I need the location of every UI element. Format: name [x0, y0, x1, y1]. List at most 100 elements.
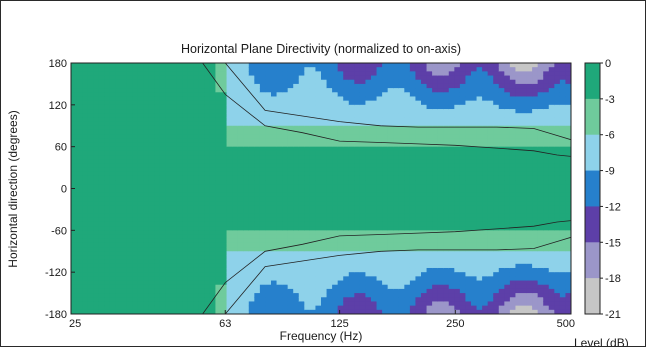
heatmap-cell — [226, 67, 233, 72]
heatmap-cell — [115, 117, 122, 123]
heatmap-cell — [87, 280, 94, 286]
heatmap-cell — [243, 259, 250, 265]
heatmap-cell — [254, 104, 261, 110]
heatmap-cell — [176, 88, 183, 93]
heatmap-cell — [209, 251, 217, 257]
heatmap-cell — [104, 217, 111, 223]
heatmap-cell — [482, 109, 489, 114]
heatmap-cell — [482, 167, 489, 173]
heatmap-cell — [498, 79, 505, 85]
heatmap-cell — [426, 205, 433, 211]
heatmap-cell — [159, 276, 167, 282]
heatmap-cell — [165, 104, 172, 110]
heatmap-cell — [387, 255, 394, 261]
heatmap-cell — [226, 71, 233, 77]
heatmap-cell — [526, 67, 533, 72]
heatmap-cell — [309, 276, 317, 282]
heatmap-cell — [504, 221, 511, 227]
heatmap-cell — [371, 167, 378, 173]
heatmap-cell — [304, 155, 311, 160]
heatmap-cell — [371, 113, 378, 118]
heatmap-cell — [326, 267, 333, 273]
heatmap-cell — [448, 113, 455, 118]
heatmap-cell — [343, 150, 350, 156]
heatmap-cell — [165, 92, 172, 98]
heatmap-cell — [282, 155, 289, 160]
heatmap-cell — [398, 213, 405, 219]
heatmap-cell — [204, 242, 211, 248]
heatmap-cell — [182, 159, 189, 164]
heatmap-cell — [198, 79, 205, 85]
heatmap-cell — [115, 272, 122, 277]
heatmap-cell — [337, 159, 344, 164]
heatmap-cell — [276, 150, 283, 156]
heatmap-cell — [409, 234, 417, 240]
heatmap-cell — [393, 134, 400, 139]
heatmap-cell — [143, 134, 150, 139]
heatmap-cell — [259, 142, 267, 148]
heatmap-cell — [321, 226, 328, 231]
heatmap-cell — [465, 129, 472, 135]
heatmap-cell — [409, 184, 417, 190]
heatmap-cell — [176, 142, 183, 148]
heatmap-cell — [137, 159, 144, 164]
heatmap-cell — [309, 309, 317, 314]
heatmap-cell — [265, 213, 272, 219]
heatmap-cell — [71, 259, 78, 265]
heatmap-cell — [371, 251, 378, 257]
heatmap-cell — [371, 155, 378, 160]
heatmap-cell — [176, 255, 183, 261]
heatmap-cell — [148, 75, 155, 81]
heatmap-cell — [104, 201, 111, 206]
heatmap-cell — [426, 247, 433, 252]
heatmap-cell — [215, 213, 222, 219]
heatmap-cell — [237, 134, 244, 139]
heatmap-cell — [465, 150, 472, 156]
heatmap-cell — [482, 155, 489, 160]
heatmap-cell — [126, 188, 133, 194]
heatmap-cell — [132, 293, 139, 298]
heatmap-cell — [365, 88, 372, 93]
heatmap-cell — [137, 293, 144, 298]
heatmap-cell — [221, 109, 228, 114]
heatmap-cell — [443, 209, 450, 215]
heatmap-cell — [382, 75, 389, 81]
heatmap-cell — [148, 242, 155, 248]
heatmap-cell — [243, 150, 250, 156]
heatmap-cell — [271, 88, 278, 93]
heatmap-cell — [459, 238, 467, 244]
heatmap-cell — [387, 184, 394, 190]
heatmap-cell — [259, 88, 267, 93]
heatmap-cell — [287, 288, 294, 294]
heatmap-cell — [437, 251, 444, 257]
heatmap-cell — [259, 247, 267, 252]
heatmap-cell — [348, 263, 355, 269]
heatmap-cell — [359, 71, 367, 77]
heatmap-cell — [415, 63, 422, 68]
heatmap-cell — [221, 129, 228, 135]
heatmap-cell — [132, 284, 139, 290]
heatmap-cell — [93, 209, 100, 215]
heatmap-cell — [298, 163, 305, 169]
heatmap-cell — [165, 134, 172, 139]
heatmap-cell — [337, 263, 344, 269]
heatmap-cell — [121, 242, 128, 248]
heatmap-cell — [332, 159, 339, 164]
heatmap-cell — [287, 267, 294, 273]
heatmap-cell — [493, 138, 500, 144]
heatmap-cell — [509, 63, 517, 68]
heatmap-cell — [254, 184, 261, 190]
heatmap-cell — [232, 184, 239, 190]
heatmap-cell — [93, 297, 100, 303]
heatmap-cell — [126, 163, 133, 169]
heatmap-cell — [115, 67, 122, 72]
heatmap-cell — [265, 167, 272, 173]
heatmap-cell — [215, 100, 222, 106]
heatmap-cell — [209, 305, 217, 311]
heatmap-cell — [337, 175, 344, 181]
heatmap-cell — [165, 205, 172, 211]
heatmap-cell — [98, 209, 105, 215]
heatmap-cell — [148, 217, 155, 223]
heatmap-cell — [93, 63, 100, 68]
heatmap-cell — [82, 263, 89, 269]
